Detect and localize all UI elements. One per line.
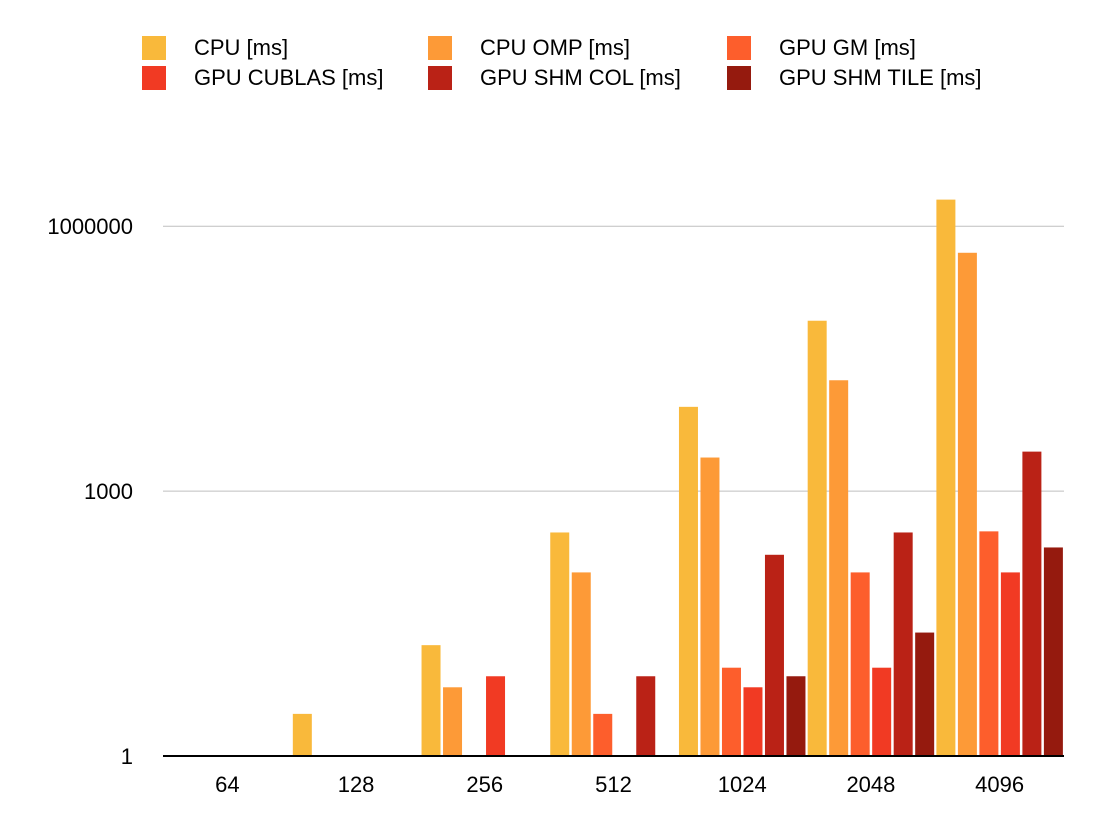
x-tick-label: 4096	[975, 772, 1024, 797]
legend-label: CPU [ms]	[194, 35, 289, 60]
y-tick-label: 1000	[84, 479, 133, 504]
legend-item: CPU OMP [ms]	[428, 34, 630, 62]
y-tick-label: 1000000	[47, 214, 133, 239]
bar	[721, 667, 741, 756]
bar	[486, 676, 506, 756]
legend-swatch	[142, 36, 166, 60]
legend-item: CPU [ms]	[142, 34, 288, 62]
bar	[700, 457, 720, 756]
legend-swatch	[727, 36, 751, 60]
bar	[1043, 547, 1063, 756]
legend-item: GPU SHM TILE [ms]	[727, 64, 982, 92]
bar	[292, 713, 312, 756]
bar	[1022, 451, 1042, 756]
bar	[829, 380, 849, 756]
legend-item: GPU GM [ms]	[727, 34, 916, 62]
legend: CPU [ms] CPU OMP [ms] GPU GM [ms] GPU CUBLA…	[0, 0, 1116, 120]
bar	[678, 406, 698, 756]
bar	[1000, 572, 1020, 756]
bar	[786, 676, 806, 756]
bar	[957, 252, 977, 756]
bar	[743, 687, 763, 756]
bar	[571, 572, 591, 756]
bar	[893, 532, 913, 756]
bar	[807, 320, 827, 756]
x-tick-label: 1024	[718, 772, 767, 797]
legend-label: CPU OMP [ms]	[480, 35, 630, 60]
legend-item: GPU SHM COL [ms]	[428, 64, 681, 92]
bar	[915, 632, 935, 756]
legend-swatch	[428, 36, 452, 60]
bar	[936, 199, 956, 757]
x-tick-label: 128	[338, 772, 375, 797]
legend-label: GPU CUBLAS [ms]	[194, 65, 384, 90]
bar	[764, 554, 784, 756]
y-tick-label: 1	[121, 744, 133, 769]
bar	[443, 687, 463, 756]
legend-item: GPU CUBLAS [ms]	[142, 64, 383, 92]
bar	[593, 713, 613, 756]
bar	[636, 676, 656, 756]
legend-swatch	[142, 66, 166, 90]
legend-swatch	[428, 66, 452, 90]
bar	[850, 572, 870, 756]
legend-label: GPU SHM TILE [ms]	[779, 65, 982, 90]
legend-label: GPU GM [ms]	[779, 35, 916, 60]
bar	[421, 645, 441, 756]
legend-label: GPU SHM COL [ms]	[480, 65, 681, 90]
bar	[872, 667, 892, 756]
legend-swatch	[727, 66, 751, 90]
bar	[550, 532, 570, 756]
x-tick-label: 256	[466, 772, 503, 797]
bar	[979, 531, 999, 756]
x-tick-label: 64	[215, 772, 239, 797]
x-tick-label: 512	[595, 772, 632, 797]
x-tick-label: 2048	[846, 772, 895, 797]
